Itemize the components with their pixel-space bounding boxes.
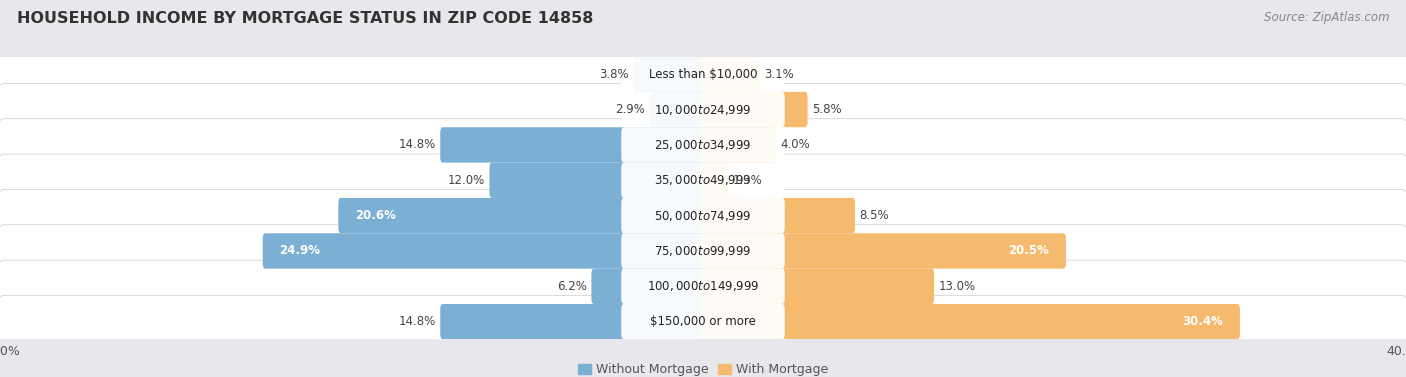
- Text: $35,000 to $49,999: $35,000 to $49,999: [654, 173, 752, 187]
- FancyBboxPatch shape: [700, 198, 855, 233]
- FancyBboxPatch shape: [621, 57, 785, 92]
- FancyBboxPatch shape: [700, 162, 728, 198]
- Text: 20.6%: 20.6%: [354, 209, 396, 222]
- FancyBboxPatch shape: [621, 304, 785, 339]
- Text: $150,000 or more: $150,000 or more: [650, 315, 756, 328]
- FancyBboxPatch shape: [700, 233, 1066, 268]
- FancyBboxPatch shape: [621, 233, 785, 268]
- FancyBboxPatch shape: [0, 119, 1406, 171]
- Text: 4.0%: 4.0%: [780, 138, 810, 152]
- FancyBboxPatch shape: [621, 198, 785, 233]
- Text: $100,000 to $149,999: $100,000 to $149,999: [647, 279, 759, 293]
- Text: 13.0%: 13.0%: [939, 280, 976, 293]
- FancyBboxPatch shape: [0, 48, 1406, 100]
- Text: HOUSEHOLD INCOME BY MORTGAGE STATUS IN ZIP CODE 14858: HOUSEHOLD INCOME BY MORTGAGE STATUS IN Z…: [17, 11, 593, 26]
- FancyBboxPatch shape: [700, 268, 934, 304]
- FancyBboxPatch shape: [0, 260, 1406, 313]
- FancyBboxPatch shape: [339, 198, 706, 233]
- FancyBboxPatch shape: [489, 162, 706, 198]
- Text: 5.8%: 5.8%: [813, 103, 842, 116]
- Text: 30.4%: 30.4%: [1182, 315, 1223, 328]
- FancyBboxPatch shape: [592, 268, 706, 304]
- FancyBboxPatch shape: [0, 296, 1406, 348]
- Text: 6.2%: 6.2%: [557, 280, 588, 293]
- FancyBboxPatch shape: [700, 304, 1240, 339]
- Text: $75,000 to $99,999: $75,000 to $99,999: [654, 244, 752, 258]
- Text: 2.9%: 2.9%: [616, 103, 645, 116]
- Text: 24.9%: 24.9%: [280, 244, 321, 257]
- Text: 20.5%: 20.5%: [1008, 244, 1049, 257]
- Text: Less than $10,000: Less than $10,000: [648, 68, 758, 81]
- Text: 14.8%: 14.8%: [399, 315, 436, 328]
- FancyBboxPatch shape: [700, 57, 761, 92]
- Text: 14.8%: 14.8%: [399, 138, 436, 152]
- Text: 8.5%: 8.5%: [859, 209, 889, 222]
- FancyBboxPatch shape: [0, 190, 1406, 242]
- Text: 3.8%: 3.8%: [599, 68, 630, 81]
- FancyBboxPatch shape: [440, 127, 706, 162]
- FancyBboxPatch shape: [0, 154, 1406, 207]
- Text: $10,000 to $24,999: $10,000 to $24,999: [654, 103, 752, 116]
- FancyBboxPatch shape: [263, 233, 706, 268]
- FancyBboxPatch shape: [0, 225, 1406, 277]
- Text: $25,000 to $34,999: $25,000 to $34,999: [654, 138, 752, 152]
- FancyBboxPatch shape: [700, 127, 776, 162]
- FancyBboxPatch shape: [621, 268, 785, 304]
- FancyBboxPatch shape: [0, 83, 1406, 136]
- Text: 1.3%: 1.3%: [733, 174, 762, 187]
- FancyBboxPatch shape: [700, 92, 807, 127]
- Text: Source: ZipAtlas.com: Source: ZipAtlas.com: [1264, 11, 1389, 24]
- Legend: Without Mortgage, With Mortgage: Without Mortgage, With Mortgage: [574, 358, 832, 377]
- Text: 12.0%: 12.0%: [449, 174, 485, 187]
- Text: 3.1%: 3.1%: [765, 68, 794, 81]
- FancyBboxPatch shape: [621, 127, 785, 162]
- Text: $50,000 to $74,999: $50,000 to $74,999: [654, 208, 752, 222]
- FancyBboxPatch shape: [440, 304, 706, 339]
- FancyBboxPatch shape: [621, 92, 785, 127]
- FancyBboxPatch shape: [621, 162, 785, 198]
- FancyBboxPatch shape: [650, 92, 706, 127]
- FancyBboxPatch shape: [634, 57, 706, 92]
